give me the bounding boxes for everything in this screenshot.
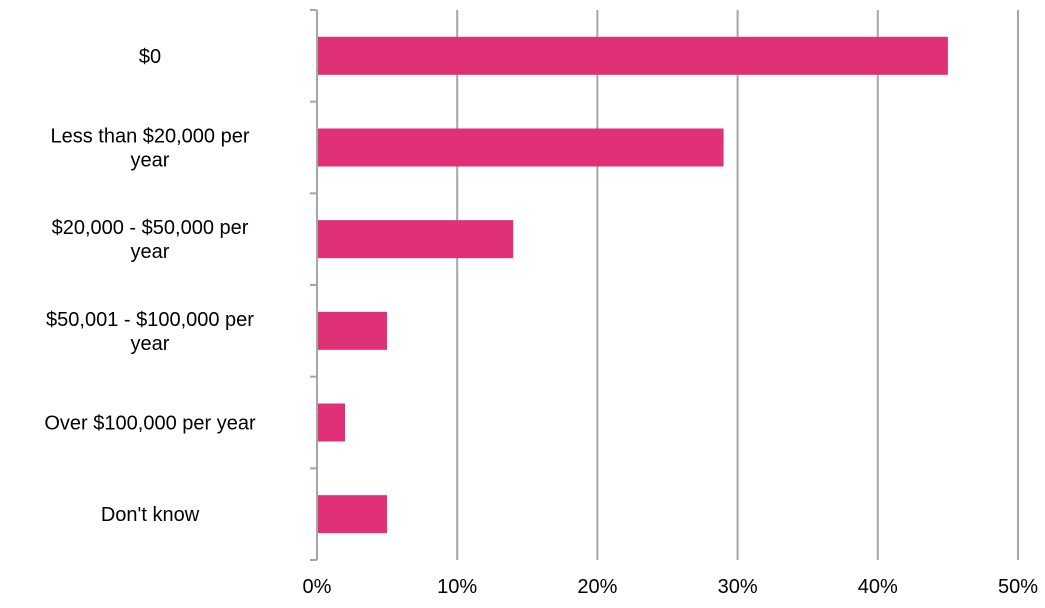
category-label: Over $100,000 per year <box>44 413 256 435</box>
category-label: Less than $20,000 per year <box>50 126 249 172</box>
category-label: $20,000 - $50,000 per year <box>52 217 249 263</box>
bar-1 <box>317 128 724 167</box>
category-label: $50,001 - $100,000 per year <box>46 309 254 355</box>
category-label: $0 <box>139 46 161 68</box>
x-tick-label: 30% <box>718 576 758 598</box>
x-tick-labels: 0% 10% 20% 30% 40% 50% <box>303 576 1039 598</box>
bar-3 <box>317 311 388 350</box>
category-labels: $0 Less than $20,000 per year $20,000 - $50… <box>44 46 256 526</box>
x-tick-label: 10% <box>437 576 477 598</box>
x-tick-label: 50% <box>998 576 1038 598</box>
x-tick-label: 20% <box>577 576 617 598</box>
bar-2 <box>317 220 514 259</box>
bar-5 <box>317 495 388 534</box>
gridlines <box>456 10 1019 560</box>
bars <box>317 36 948 534</box>
bar-4 <box>317 403 346 442</box>
x-tick-label: 40% <box>858 576 898 598</box>
x-tick-label: 0% <box>303 576 332 598</box>
category-label: Don't know <box>101 504 200 526</box>
bar-0 <box>317 36 948 75</box>
axes <box>310 9 318 561</box>
